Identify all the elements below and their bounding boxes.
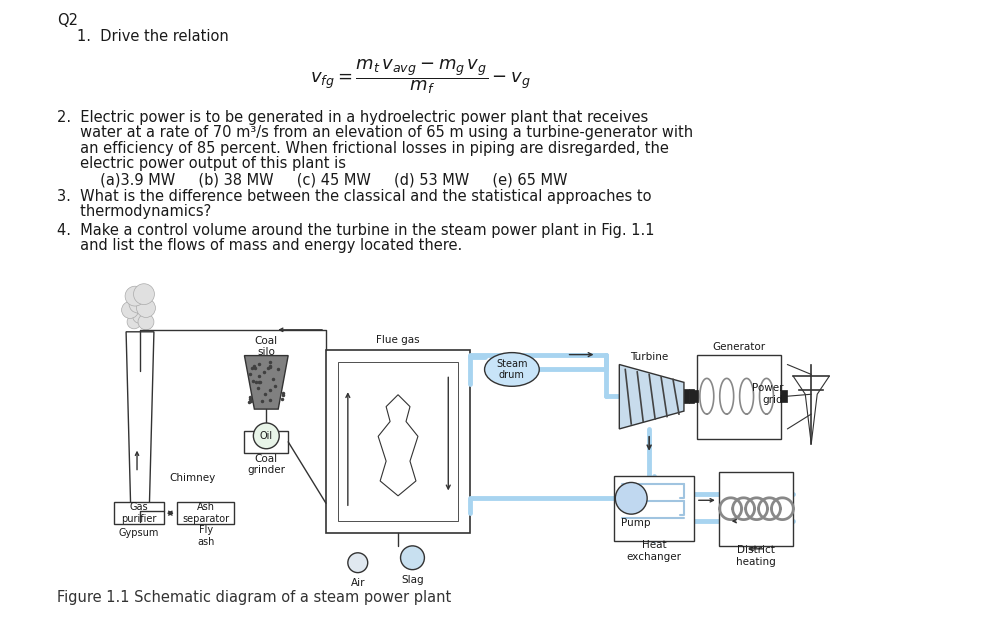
Polygon shape bbox=[619, 365, 684, 429]
Circle shape bbox=[138, 314, 154, 330]
Text: District
heating: District heating bbox=[737, 545, 776, 567]
Text: Gypsum: Gypsum bbox=[119, 528, 159, 538]
Bar bbox=[697, 355, 781, 439]
Text: (a)3.9 MW     (b) 38 MW     (c) 45 MW     (d) 53 MW     (e) 65 MW: (a)3.9 MW (b) 38 MW (c) 45 MW (d) 53 MW … bbox=[78, 172, 568, 187]
Bar bbox=[684, 389, 689, 403]
Text: $v_{fg} = \dfrac{m_t\,v_{avg} - m_g\,v_g}{m_f} - v_g$: $v_{fg} = \dfrac{m_t\,v_{avg} - m_g\,v_g… bbox=[310, 58, 531, 96]
Text: Oil: Oil bbox=[259, 431, 273, 441]
Bar bbox=[692, 390, 698, 402]
Bar bbox=[338, 361, 458, 521]
Circle shape bbox=[133, 284, 154, 304]
Text: Flue gas: Flue gas bbox=[377, 335, 419, 345]
Circle shape bbox=[129, 295, 147, 313]
Circle shape bbox=[401, 546, 424, 570]
Circle shape bbox=[125, 286, 145, 306]
Text: Turbine: Turbine bbox=[630, 352, 668, 361]
Text: an efficiency of 85 percent. When frictional losses in piping are disregarded, t: an efficiency of 85 percent. When fricti… bbox=[58, 141, 669, 156]
Ellipse shape bbox=[484, 353, 540, 386]
Text: and list the flows of mass and energy located there.: and list the flows of mass and energy lo… bbox=[58, 238, 463, 253]
Text: Ash
separator: Ash separator bbox=[182, 502, 230, 524]
Text: Steam
drum: Steam drum bbox=[496, 358, 528, 380]
Text: Coal
silo: Coal silo bbox=[254, 336, 278, 358]
Bar bbox=[177, 502, 235, 524]
Bar bbox=[614, 477, 694, 541]
Text: Gas
purifier: Gas purifier bbox=[121, 502, 157, 524]
Bar bbox=[689, 389, 694, 403]
Text: 3.  What is the difference between the classical and the statistical approaches : 3. What is the difference between the cl… bbox=[58, 189, 652, 204]
Text: Generator: Generator bbox=[713, 342, 765, 352]
Text: Figure 1.1 Schematic diagram of a steam power plant: Figure 1.1 Schematic diagram of a steam … bbox=[58, 590, 451, 605]
Bar bbox=[245, 431, 288, 453]
Text: Power
grid: Power grid bbox=[751, 383, 783, 405]
Bar bbox=[326, 350, 470, 533]
Circle shape bbox=[136, 299, 155, 317]
Text: thermodynamics?: thermodynamics? bbox=[58, 205, 212, 219]
Text: Slag: Slag bbox=[402, 575, 423, 585]
Text: 1.  Drive the relation: 1. Drive the relation bbox=[78, 29, 229, 43]
Polygon shape bbox=[245, 356, 288, 409]
Circle shape bbox=[615, 482, 647, 514]
Circle shape bbox=[121, 301, 138, 319]
Text: 2.  Electric power is to be generated in a hydroelectric power plant that receiv: 2. Electric power is to be generated in … bbox=[58, 110, 649, 125]
Text: Fly
ash: Fly ash bbox=[197, 525, 215, 547]
Circle shape bbox=[127, 315, 141, 329]
Text: 4.  Make a control volume around the turbine in the steam power plant in Fig. 1.: 4. Make a control volume around the turb… bbox=[58, 223, 655, 238]
Bar bbox=[114, 502, 164, 524]
Text: Coal
grinder: Coal grinder bbox=[248, 454, 285, 476]
Text: Q2: Q2 bbox=[58, 12, 79, 28]
Text: Air: Air bbox=[351, 578, 365, 588]
Circle shape bbox=[253, 423, 279, 449]
Bar bbox=[780, 390, 787, 402]
Bar bbox=[719, 472, 793, 546]
Text: Chimney: Chimney bbox=[170, 474, 216, 484]
Polygon shape bbox=[378, 395, 417, 496]
Polygon shape bbox=[126, 332, 154, 522]
Circle shape bbox=[132, 309, 147, 324]
Text: water at a rate of 70 m³/s from an elevation of 65 m using a turbine-generator w: water at a rate of 70 m³/s from an eleva… bbox=[58, 125, 694, 140]
Circle shape bbox=[348, 553, 368, 573]
Text: electric power output of this plant is: electric power output of this plant is bbox=[58, 156, 347, 171]
Text: Pump: Pump bbox=[621, 518, 651, 528]
Text: Heat
exchanger: Heat exchanger bbox=[626, 540, 682, 562]
